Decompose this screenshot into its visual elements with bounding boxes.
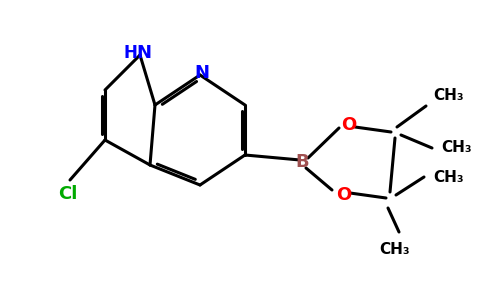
Text: CH₃: CH₃ — [441, 140, 471, 155]
Text: CH₃: CH₃ — [433, 169, 464, 184]
Text: O: O — [341, 116, 357, 134]
Text: CH₃: CH₃ — [379, 242, 410, 257]
Text: O: O — [336, 186, 351, 204]
Text: N: N — [195, 64, 210, 82]
Text: N: N — [136, 44, 151, 62]
Text: B: B — [295, 153, 309, 171]
Text: H: H — [123, 44, 137, 62]
Text: Cl: Cl — [58, 185, 78, 203]
Text: CH₃: CH₃ — [433, 88, 464, 104]
